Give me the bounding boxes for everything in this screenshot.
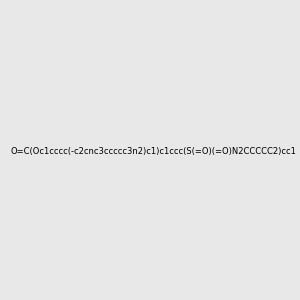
Text: O=C(Oc1cccc(-c2cnc3ccccc3n2)c1)c1ccc(S(=O)(=O)N2CCCCC2)cc1: O=C(Oc1cccc(-c2cnc3ccccc3n2)c1)c1ccc(S(=… bbox=[11, 147, 297, 156]
